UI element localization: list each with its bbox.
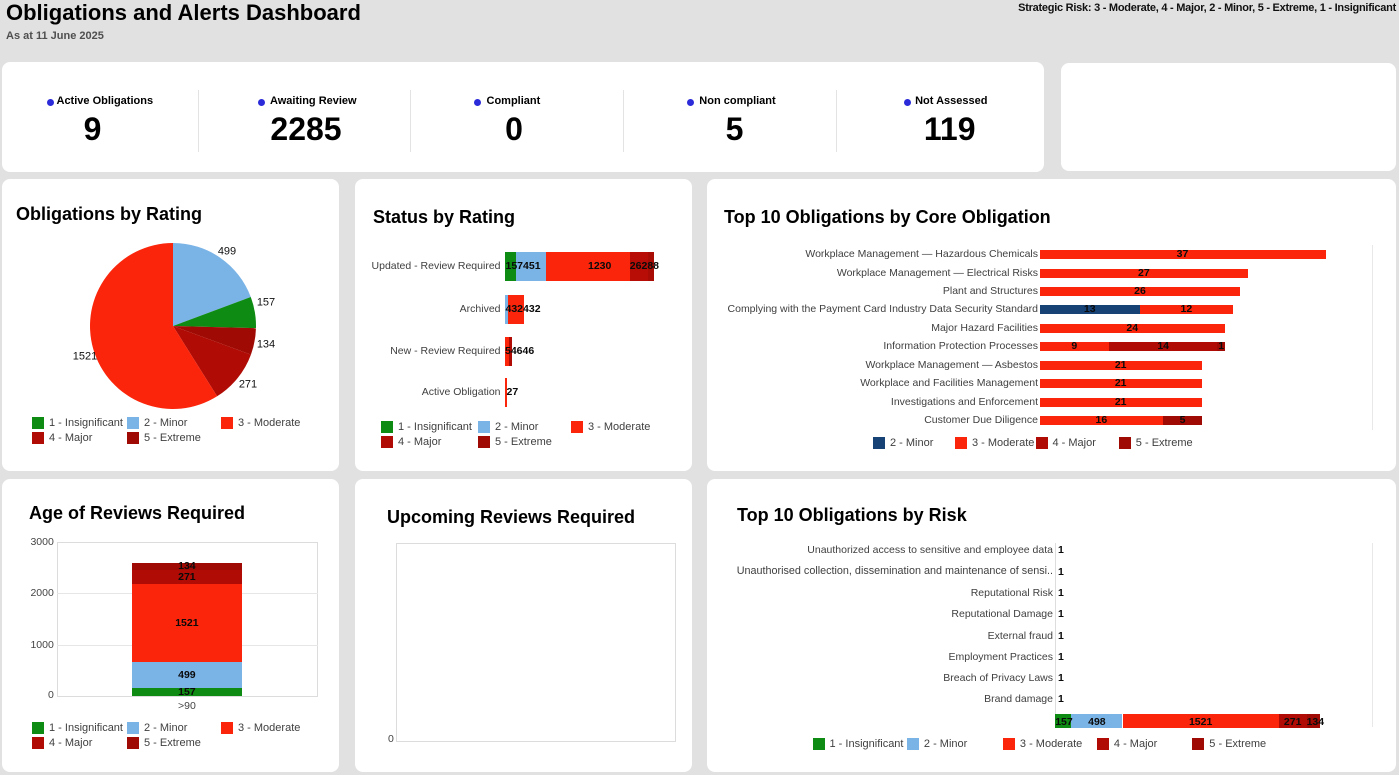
- svg-text:134: 134: [257, 339, 275, 351]
- svg-text:1521: 1521: [73, 351, 97, 363]
- svg-text:499: 499: [218, 246, 236, 258]
- svg-text:157: 157: [257, 297, 275, 309]
- svg-text:271: 271: [239, 379, 257, 391]
